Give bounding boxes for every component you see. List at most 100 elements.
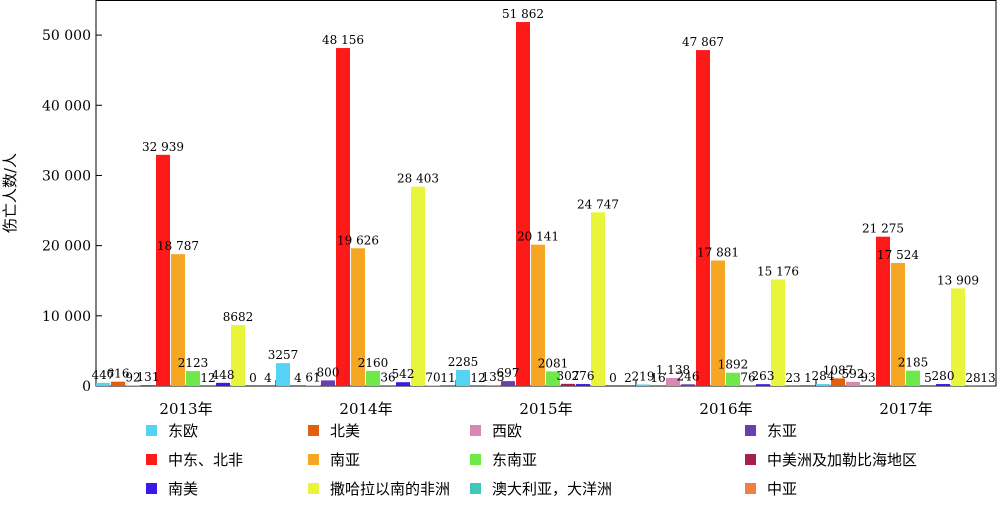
bar-data-label: 0 [609,371,617,385]
bar [411,186,425,386]
bar-data-label: 51 862 [502,7,544,21]
bar-data-label: 17 881 [697,246,739,260]
legend-swatch [308,454,319,465]
bar-data-label: 2285 [448,355,479,369]
legend-label: 南亚 [330,451,360,469]
legend-swatch [470,454,481,465]
y-tick-label: 30 000 [42,168,91,184]
bar [96,382,110,386]
bar-data-label: 246 [677,369,700,383]
bar-data-label: 93 [860,370,875,384]
bar [831,378,845,386]
bar-data-label: 18 787 [157,239,199,253]
bar [531,244,545,386]
y-axis-title: 伤亡人数/人 [1,153,19,233]
bar [936,384,950,386]
bar [366,370,380,386]
bar-data-label: 800 [317,365,340,379]
legend-label: 东亚 [767,422,797,440]
legend-swatch [470,425,481,436]
y-tick-label: 50 000 [42,28,91,44]
bar [516,22,530,387]
bar-data-label: 1087 [823,363,854,377]
bar-data-label: 616 [107,367,130,381]
bar-data-label: 0 [249,371,257,385]
bar [591,212,605,386]
bar-data-label: 131 [137,370,160,384]
bar-data-label: 20 141 [517,230,559,244]
bar-data-label: 76 [740,370,755,384]
bar [891,263,905,386]
bar-data-label: 592 [842,367,865,381]
bar [351,248,365,386]
bar-data-label: 24 747 [577,197,619,211]
bar-data-label: 16 [650,371,665,385]
legend-label: 撒哈拉以南的非洲 [330,480,450,498]
bar-data-label: 47 867 [682,35,724,49]
bar [126,385,140,386]
bar-data-label: 2 [624,371,632,385]
bars [96,22,995,387]
bar [171,254,185,386]
bar-data-label: 13 909 [937,273,979,287]
legend-label: 南美 [168,480,198,498]
bar-data-label: 23 [785,371,800,385]
bar-data-label: 697 [497,366,520,380]
bar [861,385,875,386]
bar-data-label: 12 [470,371,485,385]
bar-data-label: 5 [924,371,932,385]
legend-label: 中亚 [767,480,797,498]
bar-data-label: 11 [440,371,455,385]
bar-data-label: 307 [557,369,580,383]
legend-label: 中东、北非 [168,451,243,469]
y-tick-label: 0 [82,379,91,395]
bar [186,371,200,386]
bar [711,260,725,386]
bar [561,383,575,386]
bar [501,381,515,386]
bar [156,154,170,386]
bar [321,380,335,386]
bar-data-label: 13 [980,371,995,385]
bar [231,325,245,386]
legend-swatch [308,425,319,436]
legend-swatch [146,425,157,436]
bar [951,288,965,386]
legend-label: 北美 [330,422,360,440]
bar-data-label: 542 [392,367,415,381]
bar [336,48,350,386]
legend-swatch [745,454,756,465]
y-tick-label: 40 000 [42,98,91,114]
legend-swatch [308,483,319,494]
bar-data-label: 17 524 [877,248,919,262]
bar-data-label: 280 [932,369,955,383]
y-tick-label: 10 000 [42,309,91,325]
bar-data-label: 28 [965,371,980,385]
y-tick-label: 20 000 [42,239,91,255]
bar-data-label: 1892 [718,358,749,372]
bar [111,381,125,386]
bar-data-label: 263 [752,369,775,383]
bar-data-label: 1,138 [656,363,690,377]
bar-data-label: 2081 [538,356,569,370]
bar-data-label: 48 156 [322,33,364,47]
legend-swatch [146,483,157,494]
bar-data-label: 2123 [178,356,209,370]
bar [816,384,830,386]
bar [846,381,860,386]
bar [876,236,890,386]
legend-label: 澳大利亚，大洋洲 [492,480,612,498]
bar-data-label: 1 [804,371,812,385]
bar-data-label: 3257 [268,348,299,362]
x-category-label: 2017年 [879,400,932,418]
bar-data-label: 447 [92,368,115,382]
bar-data-label: 32 939 [142,140,184,154]
bar-data-label: 61 [305,371,320,385]
x-category-label: 2014年 [339,400,392,418]
legend-swatch [146,454,157,465]
bar-data-label: 4 [294,371,302,385]
legend-swatch [745,425,756,436]
